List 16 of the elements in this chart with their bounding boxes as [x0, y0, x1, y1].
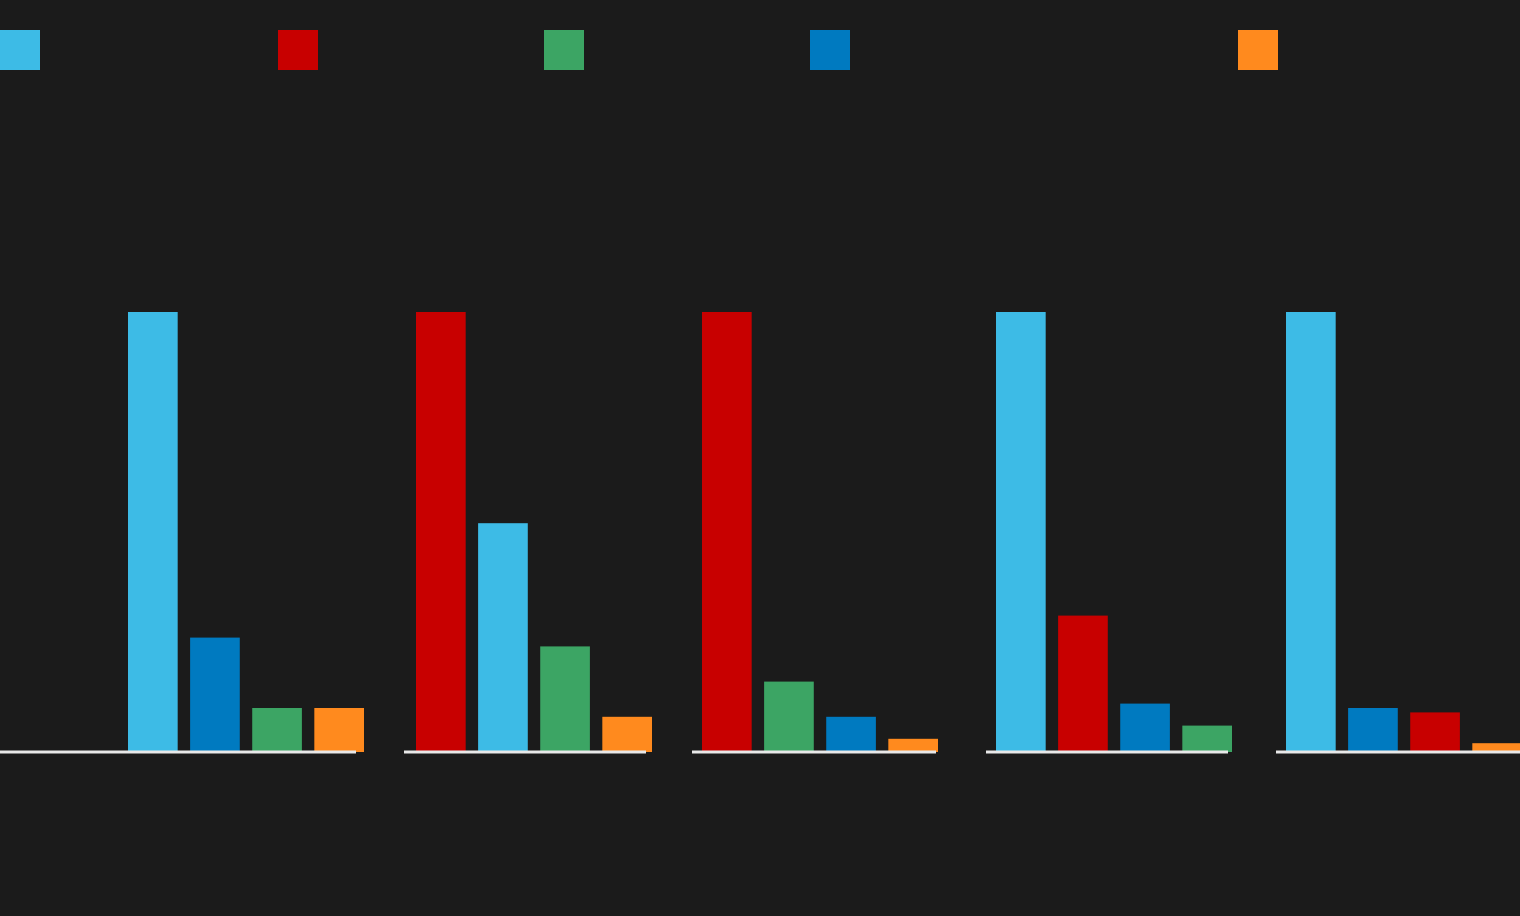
bar — [478, 523, 528, 752]
bar — [826, 716, 876, 752]
bar — [888, 738, 938, 752]
bar — [1058, 615, 1108, 752]
bar — [702, 312, 752, 752]
bar — [1410, 712, 1460, 752]
bar — [1472, 743, 1520, 752]
bar — [416, 312, 466, 752]
bar — [1120, 703, 1170, 752]
bar — [1182, 725, 1232, 752]
bar — [602, 716, 652, 752]
bar — [540, 646, 590, 752]
bar — [996, 312, 1046, 752]
bar — [764, 681, 814, 752]
bar — [1348, 708, 1398, 752]
bar — [1286, 312, 1336, 752]
